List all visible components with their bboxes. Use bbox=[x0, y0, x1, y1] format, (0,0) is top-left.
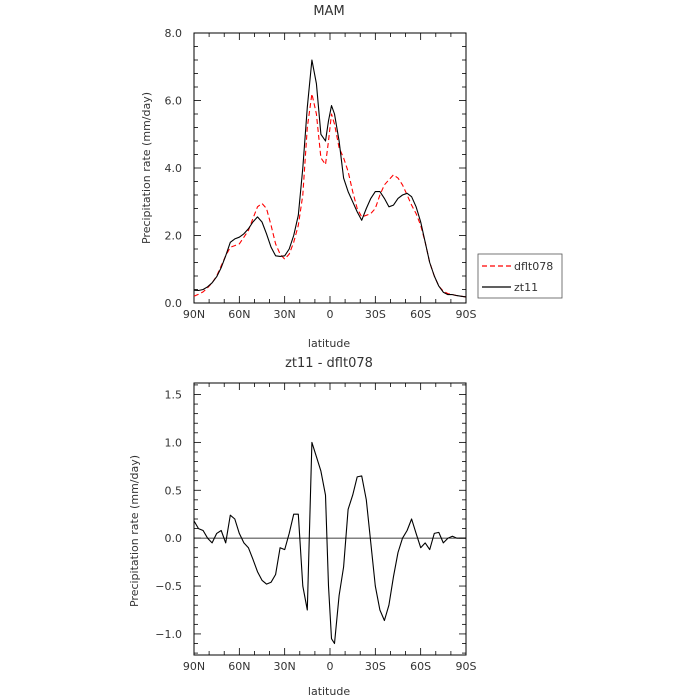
y-axis-label-difference: Precipitation rate (mm/day) bbox=[128, 455, 141, 607]
x-tick-label: 90N bbox=[183, 308, 205, 321]
axes-mam bbox=[193, 32, 467, 304]
chart-title-mam: MAM bbox=[313, 4, 344, 19]
x-tick-label: 30N bbox=[274, 308, 296, 321]
x-tick-label: 90S bbox=[456, 660, 477, 673]
panel-mam: MAM 90N 60N 30N 0 30S 60S 90S 0.0 2.0 4.0 6.0 8.0 l… bbox=[140, 4, 563, 350]
y-tick-label: 0.5 bbox=[165, 484, 183, 497]
x-tick-label: 60N bbox=[228, 308, 250, 321]
y-tick-label: 0.0 bbox=[165, 297, 183, 310]
legend-entry-zt11: zt11 bbox=[514, 281, 538, 294]
x-tick-label: 0 bbox=[327, 660, 334, 673]
series-line-zt11-dflt078 bbox=[193, 441, 466, 645]
y-tick-label: 0.0 bbox=[165, 532, 183, 545]
chart-title-difference: zt11 - dflt078 bbox=[285, 356, 373, 371]
x-axis-label-difference: latitude bbox=[308, 685, 350, 698]
x-tick-label: 60N bbox=[228, 660, 250, 673]
x-tick-label: 30N bbox=[274, 660, 296, 673]
x-tick-label: 60S bbox=[410, 660, 431, 673]
legend-box bbox=[477, 253, 563, 299]
ticks-difference: 90N 60N 30N 0 30S 60S 90S −1.0 −0.5 0.0 0.5 1.0 1.5 bbox=[155, 383, 477, 673]
panel-difference: zt11 - dflt078 90N 60N 30N 0 30S 60S 90S −1.0 −0… bbox=[128, 356, 477, 698]
y-tick-label: −1.0 bbox=[155, 628, 182, 641]
series-line-dflt078 bbox=[193, 93, 467, 298]
plot-frame bbox=[193, 32, 467, 304]
x-tick-label: 30S bbox=[365, 308, 386, 321]
ticks-mam: 90N 60N 30N 0 30S 60S 90S 0.0 2.0 4.0 6.0 8.0 bbox=[165, 27, 477, 321]
y-tick-label: 1.5 bbox=[165, 388, 183, 401]
x-tick-label: 60S bbox=[410, 308, 431, 321]
legend-entry-dflt078: dflt078 bbox=[514, 260, 553, 273]
x-tick-label: 30S bbox=[365, 660, 386, 673]
x-tick-label: 90S bbox=[456, 308, 477, 321]
series-lines-difference bbox=[193, 441, 466, 645]
x-tick-label: 0 bbox=[327, 308, 334, 321]
legend: dflt078 zt11 bbox=[477, 253, 563, 299]
y-tick-label: 4.0 bbox=[165, 162, 183, 175]
y-tick-label: 2.0 bbox=[165, 230, 183, 243]
y-tick-label: 8.0 bbox=[165, 27, 183, 40]
series-line-zt11 bbox=[193, 59, 467, 298]
y-tick-label: −0.5 bbox=[155, 580, 182, 593]
y-axis-label-mam: Precipitation rate (mm/day) bbox=[140, 92, 153, 244]
y-tick-label: 1.0 bbox=[165, 436, 183, 449]
x-tick-label: 90N bbox=[183, 660, 205, 673]
x-axis-label-mam: latitude bbox=[308, 337, 350, 350]
y-tick-label: 6.0 bbox=[165, 95, 183, 108]
series-lines-mam bbox=[193, 59, 467, 298]
